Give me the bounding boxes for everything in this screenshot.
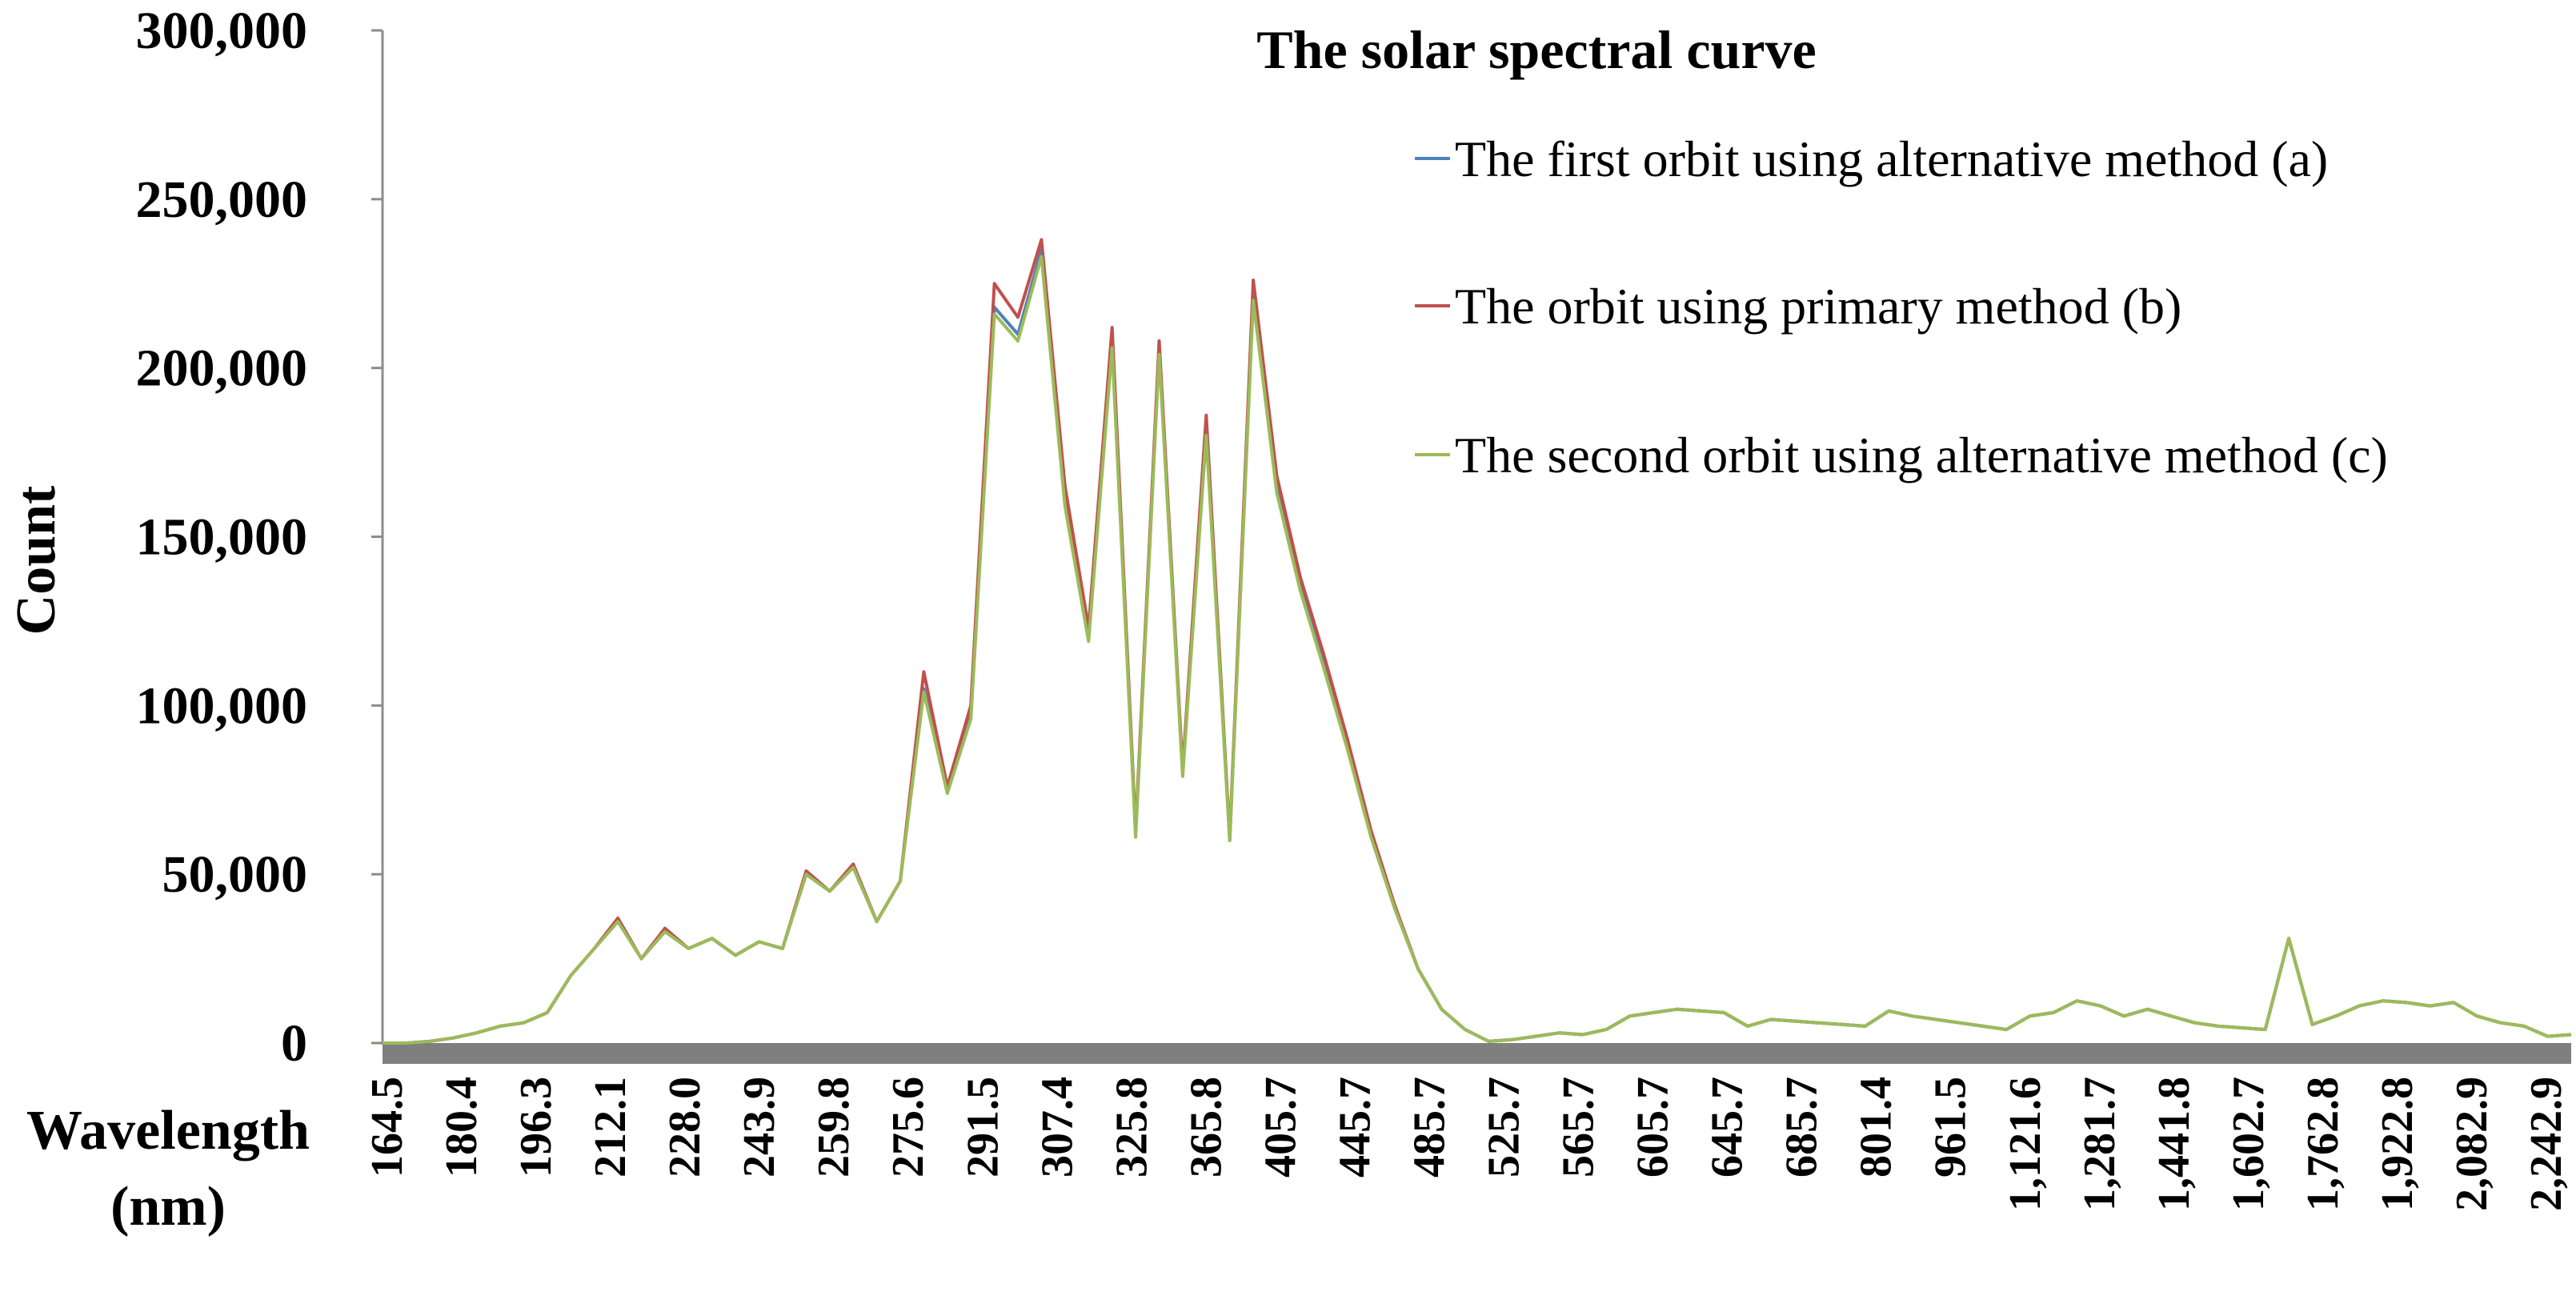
legend-label-1: The first orbit using alternative method… [1455, 130, 2328, 187]
x-tick-label: 291.5 [958, 1077, 1008, 1178]
x-tick-label: 685.7 [1777, 1077, 1827, 1178]
legend: The first orbit using alternative method… [1415, 130, 2388, 483]
y-tick-label: 100,000 [136, 676, 308, 735]
y-tick-label: 150,000 [136, 508, 308, 567]
x-tick-label: 2,082.9 [2447, 1077, 2497, 1211]
x-tick-label: 565.7 [1554, 1077, 1604, 1178]
x-tick-label: 259.8 [809, 1077, 859, 1178]
x-tick-label: 212.1 [586, 1077, 635, 1178]
x-tick-label: 801.4 [1852, 1077, 1901, 1178]
x-tick-label: 164.5 [363, 1077, 412, 1178]
y-tick-label: 50,000 [162, 845, 308, 904]
x-tick-label: 605.7 [1629, 1077, 1678, 1178]
y-axis-title: Count [6, 486, 67, 636]
x-tick-label: 1,602.7 [2224, 1077, 2274, 1211]
legend-label-2: The orbit using primary method (b) [1455, 278, 2181, 335]
x-tick-label: 485.7 [1404, 1077, 1454, 1178]
x-tick-label: 307.4 [1032, 1077, 1082, 1178]
x-tick-label: 1,281.7 [2075, 1077, 2125, 1211]
y-tick-label: 200,000 [136, 339, 308, 398]
x-tick-label: 243.9 [735, 1077, 784, 1178]
y-tick-label: 0 [281, 1014, 307, 1073]
x-tick-label: 1,762.8 [2298, 1077, 2348, 1211]
y-tick-label: 250,000 [136, 171, 308, 229]
x-tick-label: 325.8 [1107, 1077, 1156, 1178]
x-tick-label: 405.7 [1256, 1077, 1305, 1178]
legend-label-3: The second orbit using alternative metho… [1455, 427, 2388, 483]
y-tick-label: 300,000 [136, 2, 308, 60]
x-tick-label: 275.6 [883, 1077, 933, 1178]
x-tick-label: 645.7 [1703, 1077, 1753, 1178]
x-tick-label: 228.0 [660, 1077, 710, 1178]
series-line-1 [383, 248, 2572, 1045]
x-tick-label: 196.3 [511, 1077, 561, 1178]
series-line-3 [383, 255, 2572, 1045]
x-tick-label: 1,922.8 [2373, 1077, 2422, 1211]
x-tick-label: 961.5 [1926, 1077, 1976, 1178]
x-axis-band [383, 1043, 2571, 1064]
y-ticks: 0 50,000 100,000 150,000 200,000 250,000 300,0… [136, 2, 383, 1073]
series-group [383, 238, 2572, 1045]
x-tick-label: 180.4 [437, 1077, 487, 1178]
x-axis-unit: (nm) [110, 1176, 226, 1238]
x-tick-label: 365.8 [1181, 1077, 1231, 1178]
series-line-2 [383, 238, 2572, 1045]
x-tick-label: 1,121.6 [2001, 1077, 2050, 1211]
chart-title: The solar spectral curve [1256, 19, 1816, 80]
x-tick-label: 445.7 [1330, 1077, 1380, 1178]
x-tick-label: 2,242.9 [2522, 1077, 2571, 1211]
x-tick-label: 525.7 [1480, 1077, 1529, 1178]
x-ticks: 164.5 180.4 196.3 212.1 228.0 243.9 259.8 275.6… [363, 1077, 2571, 1211]
x-tick-label: 1,441.8 [2149, 1077, 2199, 1211]
x-axis-title: Wavelength [26, 1100, 310, 1162]
